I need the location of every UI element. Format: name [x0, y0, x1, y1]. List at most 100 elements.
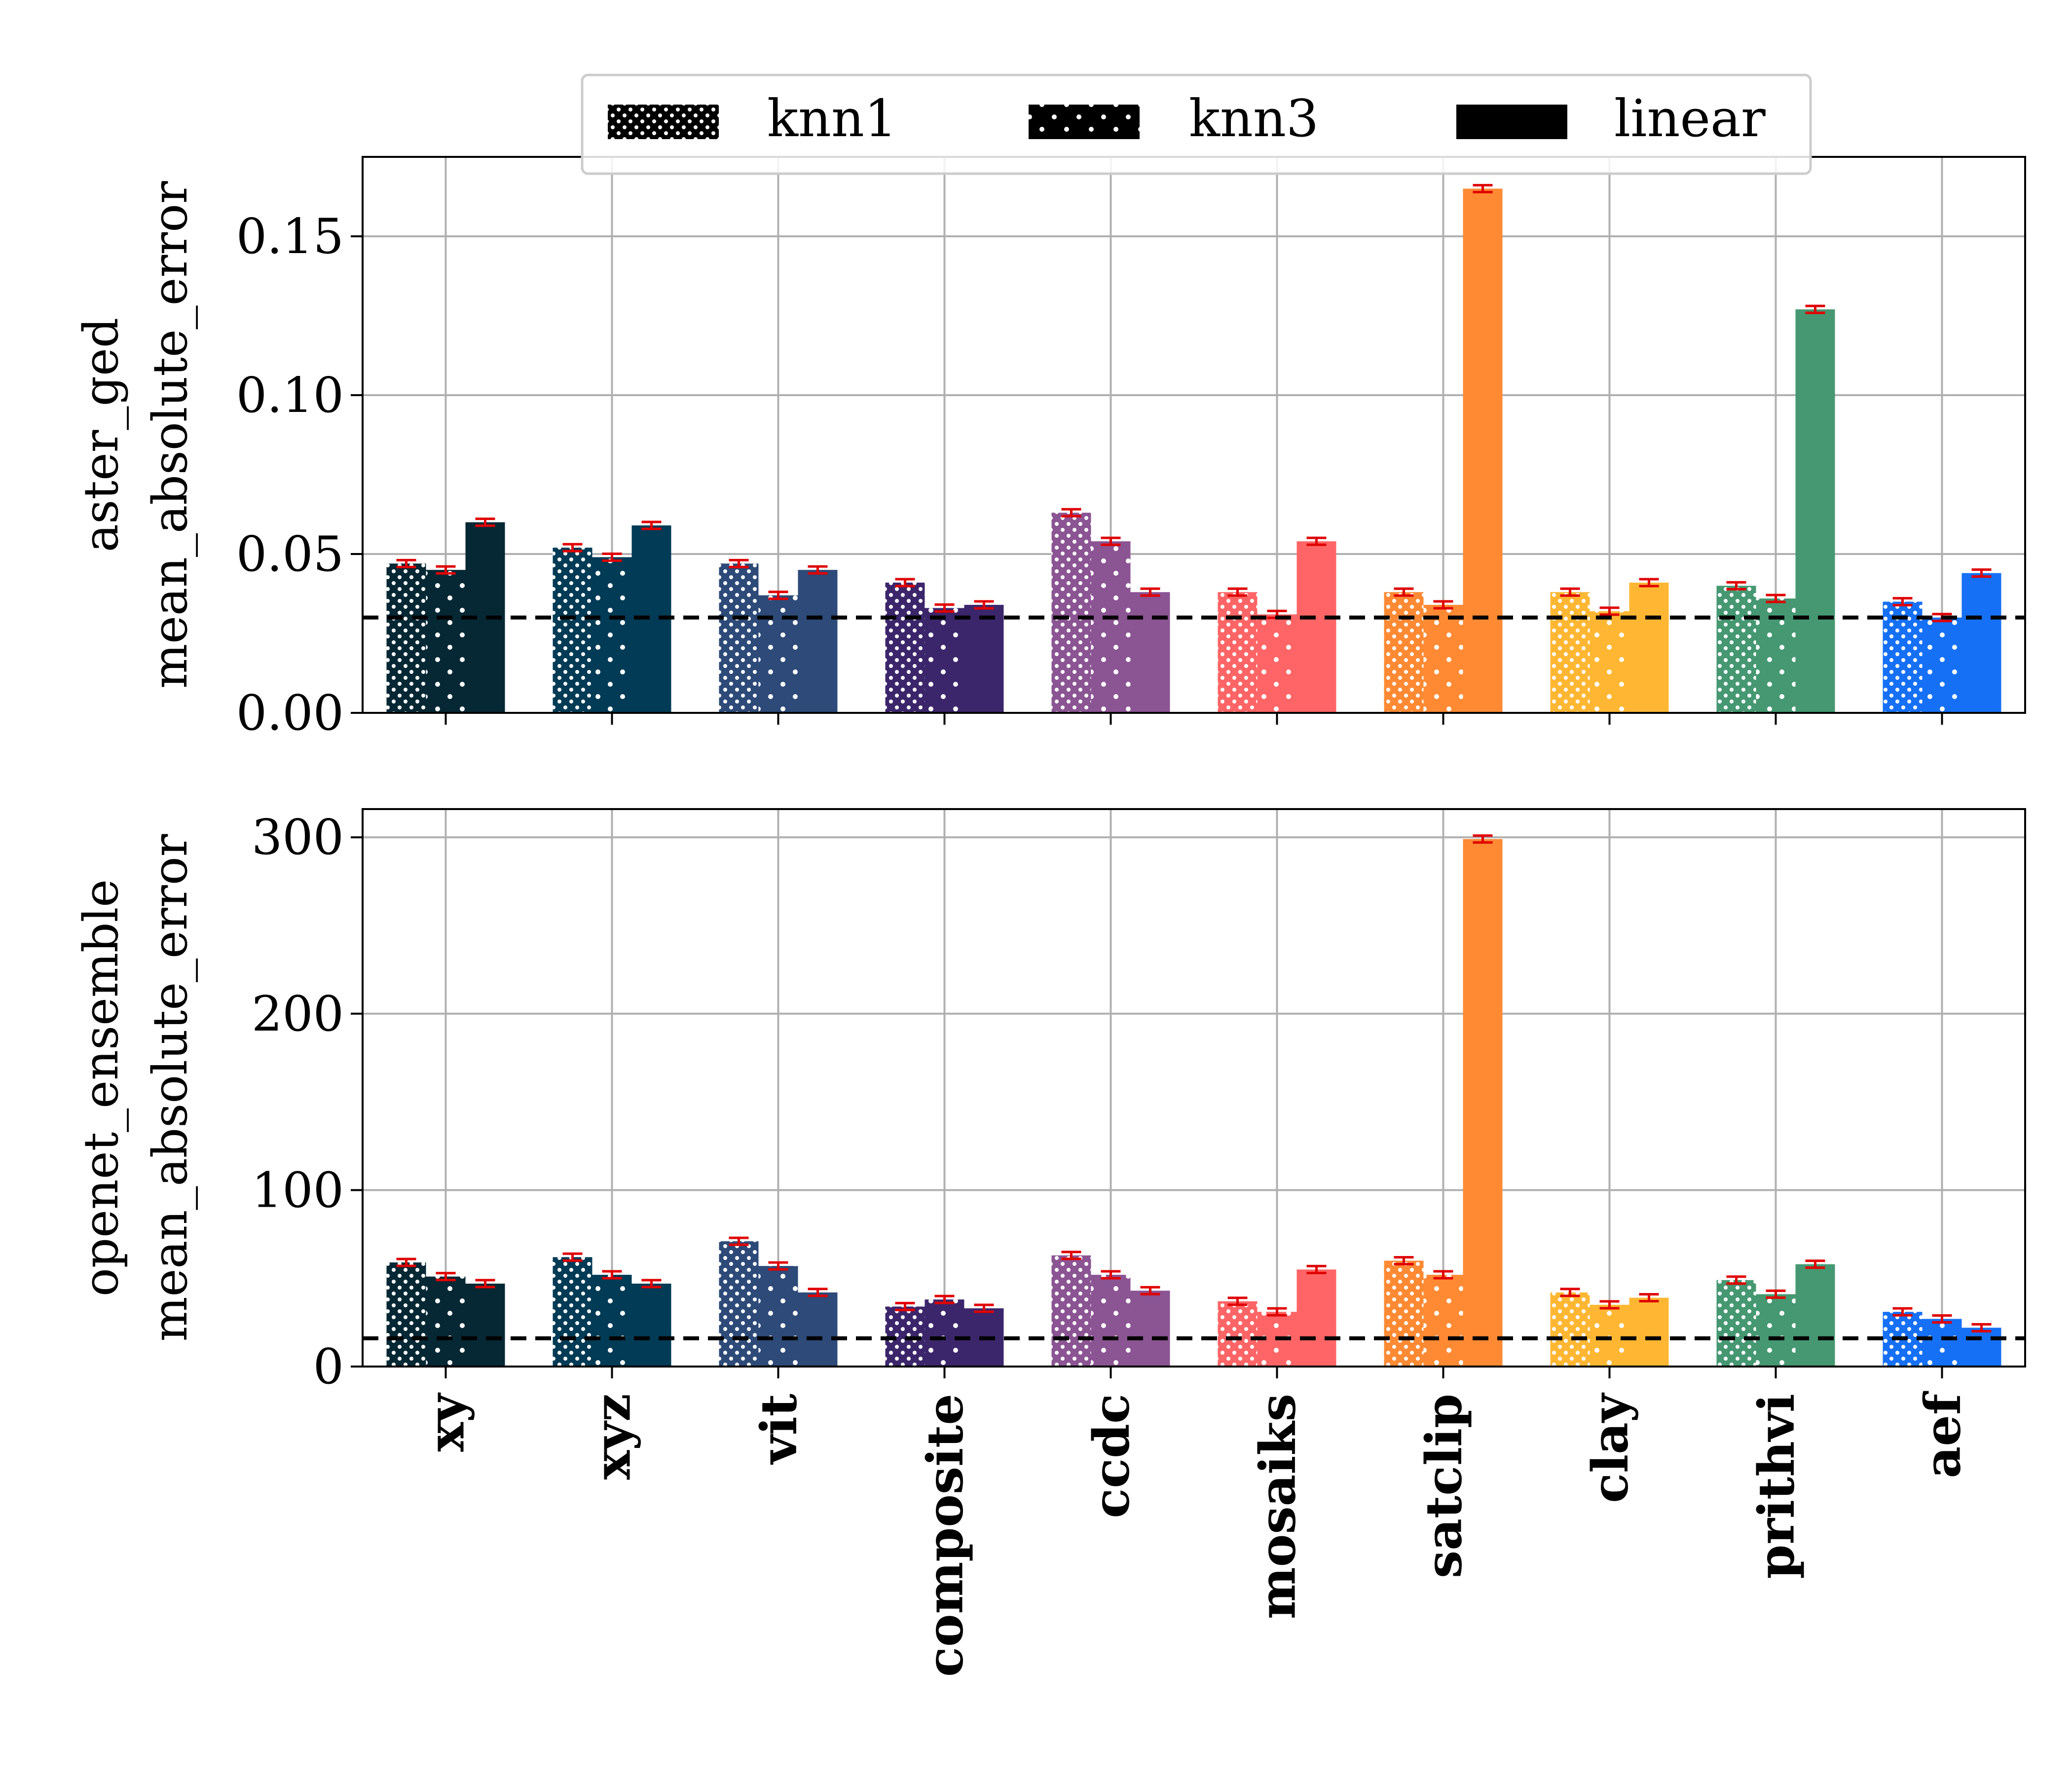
- error-bar-vit-knn1: [729, 558, 749, 568]
- bar-satclip-knn1-pattern: [1384, 1260, 1424, 1367]
- bar-clay-knn1-pattern: [1550, 592, 1590, 713]
- bar-clay-knn1-pattern: [1550, 1292, 1590, 1367]
- error-bar-mosaiks-linear: [1306, 536, 1327, 546]
- error-bar-composite-knn1: [895, 578, 915, 588]
- bar-xyz-linear: [631, 1283, 671, 1367]
- bar-vit-linear: [798, 570, 838, 713]
- error-bar-aef-knn1: [1892, 597, 1913, 607]
- bar-xy-knn1-pattern: [386, 563, 426, 713]
- bar-composite-knn1-pattern: [885, 582, 925, 713]
- x-category-label-aef: aef: [1914, 1391, 1972, 1478]
- legend-item-linear: linear: [1456, 88, 1766, 148]
- bar-vit-knn1-pattern: [719, 1241, 759, 1367]
- y-axis-label-line-1: aster_ged: [74, 318, 129, 553]
- error-bar-aef-knn3: [1932, 1314, 1952, 1324]
- bar-xy-knn1-pattern: [386, 1262, 426, 1367]
- aster-ged-panel: 0.00 0.05 0.10 0.15 aster_ged mean_absolute_e…: [74, 156, 2026, 741]
- bar-aef-knn1-pattern: [1883, 601, 1923, 713]
- error-bar-clay-linear: [1639, 1293, 1659, 1303]
- x-category-label-composite: composite: [916, 1394, 974, 1677]
- error-bar-satclip-knn3: [1433, 600, 1453, 610]
- error-bar-clay-knn1: [1560, 1288, 1580, 1297]
- error-bar-prithvi-linear: [1805, 304, 1825, 314]
- error-bar-aef-linear: [1971, 1323, 1992, 1332]
- openet-ensemble-panel: 0 100 200 300 xy xyz vit composite ccdc mosaiks sa…: [74, 808, 2026, 1677]
- bar-ccdc-knn3-pattern: [1091, 1275, 1131, 1367]
- error-bar-satclip-knn3: [1433, 1270, 1453, 1280]
- bar-xyz-knn3-pattern: [592, 1275, 632, 1367]
- x-category-label-ccdc: ccdc: [1082, 1394, 1141, 1518]
- legend-item-knn1: knn1: [608, 88, 897, 148]
- bar-ccdc-linear: [1130, 592, 1170, 713]
- legend-swatch-knn1-pattern: [608, 105, 719, 139]
- error-bar-xyz-knn1: [562, 1252, 583, 1262]
- bar-xyz-knn1-pattern: [553, 548, 592, 713]
- bar-prithvi-linear: [1795, 1264, 1835, 1367]
- bar-composite-knn3-pattern: [925, 608, 964, 713]
- legend-swatch-knn3-pattern: [1029, 105, 1140, 139]
- x-category-label-clay: clay: [1581, 1392, 1639, 1503]
- y-tick-label: 200: [252, 986, 344, 1042]
- error-bar-xyz-linear: [641, 1279, 662, 1289]
- error-bar-ccdc-knn3: [1101, 1270, 1121, 1280]
- bar-mosaiks-knn3-pattern: [1257, 614, 1297, 713]
- error-bar-xy-knn3: [436, 1272, 456, 1282]
- legend-item-knn3: knn3: [1029, 88, 1319, 148]
- error-bar-clay-knn3: [1599, 606, 1620, 616]
- error-bar-xyz-knn3: [602, 1270, 622, 1280]
- y-tick-label: 0.10: [236, 368, 344, 424]
- legend-frame: [581, 74, 1812, 175]
- bar-satclip-linear: [1463, 188, 1503, 713]
- error-bar-composite-linear: [974, 1303, 994, 1313]
- bar-ccdc-linear: [1130, 1291, 1170, 1367]
- y-axis-label-line-2: mean_absolute_error: [143, 834, 198, 1341]
- error-bar-mosaiks-knn1: [1227, 1296, 1248, 1306]
- bar-prithvi-knn3-pattern: [1756, 1294, 1796, 1367]
- bar-ccdc-knn1-pattern: [1051, 513, 1091, 713]
- bar-prithvi-knn1-pattern: [1716, 586, 1756, 713]
- x-category-label-xyz: xyz: [584, 1394, 642, 1480]
- bar-aef-linear: [1961, 573, 2001, 713]
- bar-mosaiks-linear: [1296, 541, 1336, 713]
- bar-xy-knn3-pattern: [426, 570, 466, 713]
- bar-composite-knn3-pattern: [925, 1299, 964, 1367]
- error-bar-xyz-linear: [641, 520, 662, 530]
- bar-xyz-knn3-pattern: [592, 557, 632, 713]
- legend: knn1 knn3 linear: [581, 74, 1812, 175]
- bar-aef-knn3-pattern: [1922, 1319, 1962, 1367]
- bar-vit-knn3-pattern: [758, 595, 798, 713]
- bar-ccdc-knn3-pattern: [1091, 541, 1131, 713]
- error-bar-ccdc-linear: [1140, 587, 1160, 597]
- bar-vit-linear: [798, 1292, 838, 1367]
- x-category-label-xy: xy: [417, 1392, 476, 1452]
- error-bar-xy-knn1: [396, 558, 416, 568]
- error-bar-vit-knn1: [729, 1236, 749, 1246]
- bar-satclip-knn3-pattern: [1423, 1275, 1463, 1367]
- bar-vit-knn3-pattern: [758, 1266, 798, 1367]
- error-bar-mosaiks-knn3: [1267, 1307, 1287, 1317]
- error-bar-clay-linear: [1639, 578, 1659, 588]
- error-bar-ccdc-linear: [1140, 1286, 1160, 1295]
- error-bar-xy-linear: [475, 1279, 495, 1289]
- legend-label-knn3: knn3: [1189, 88, 1319, 148]
- bar-satclip-linear: [1463, 839, 1503, 1367]
- error-bar-composite-linear: [974, 600, 994, 610]
- y-tick-label: 0.05: [236, 526, 344, 583]
- error-bar-ccdc-knn3: [1101, 536, 1121, 546]
- bar-clay-knn3-pattern: [1590, 1304, 1629, 1367]
- error-bar-xy-knn3: [436, 565, 456, 575]
- bar-prithvi-knn1-pattern: [1716, 1280, 1756, 1367]
- error-bar-xyz-knn1: [562, 543, 583, 553]
- bar-aef-knn3-pattern: [1922, 617, 1962, 713]
- error-bar-satclip-linear: [1473, 834, 1493, 844]
- error-bar-mosaiks-knn1: [1227, 587, 1248, 597]
- bar-mosaiks-knn1-pattern: [1218, 1301, 1258, 1367]
- bar-xy-knn3-pattern: [426, 1276, 466, 1367]
- error-bar-prithvi-knn1: [1726, 581, 1746, 591]
- error-bar-satclip-knn1: [1394, 1256, 1414, 1265]
- error-bar-vit-linear: [808, 565, 828, 575]
- x-category-label-vit: vit: [750, 1394, 808, 1465]
- error-bar-composite-knn1: [895, 1301, 915, 1311]
- x-category-label-prithvi: prithvi: [1747, 1394, 1806, 1579]
- error-bar-vit-knn3: [768, 1261, 788, 1271]
